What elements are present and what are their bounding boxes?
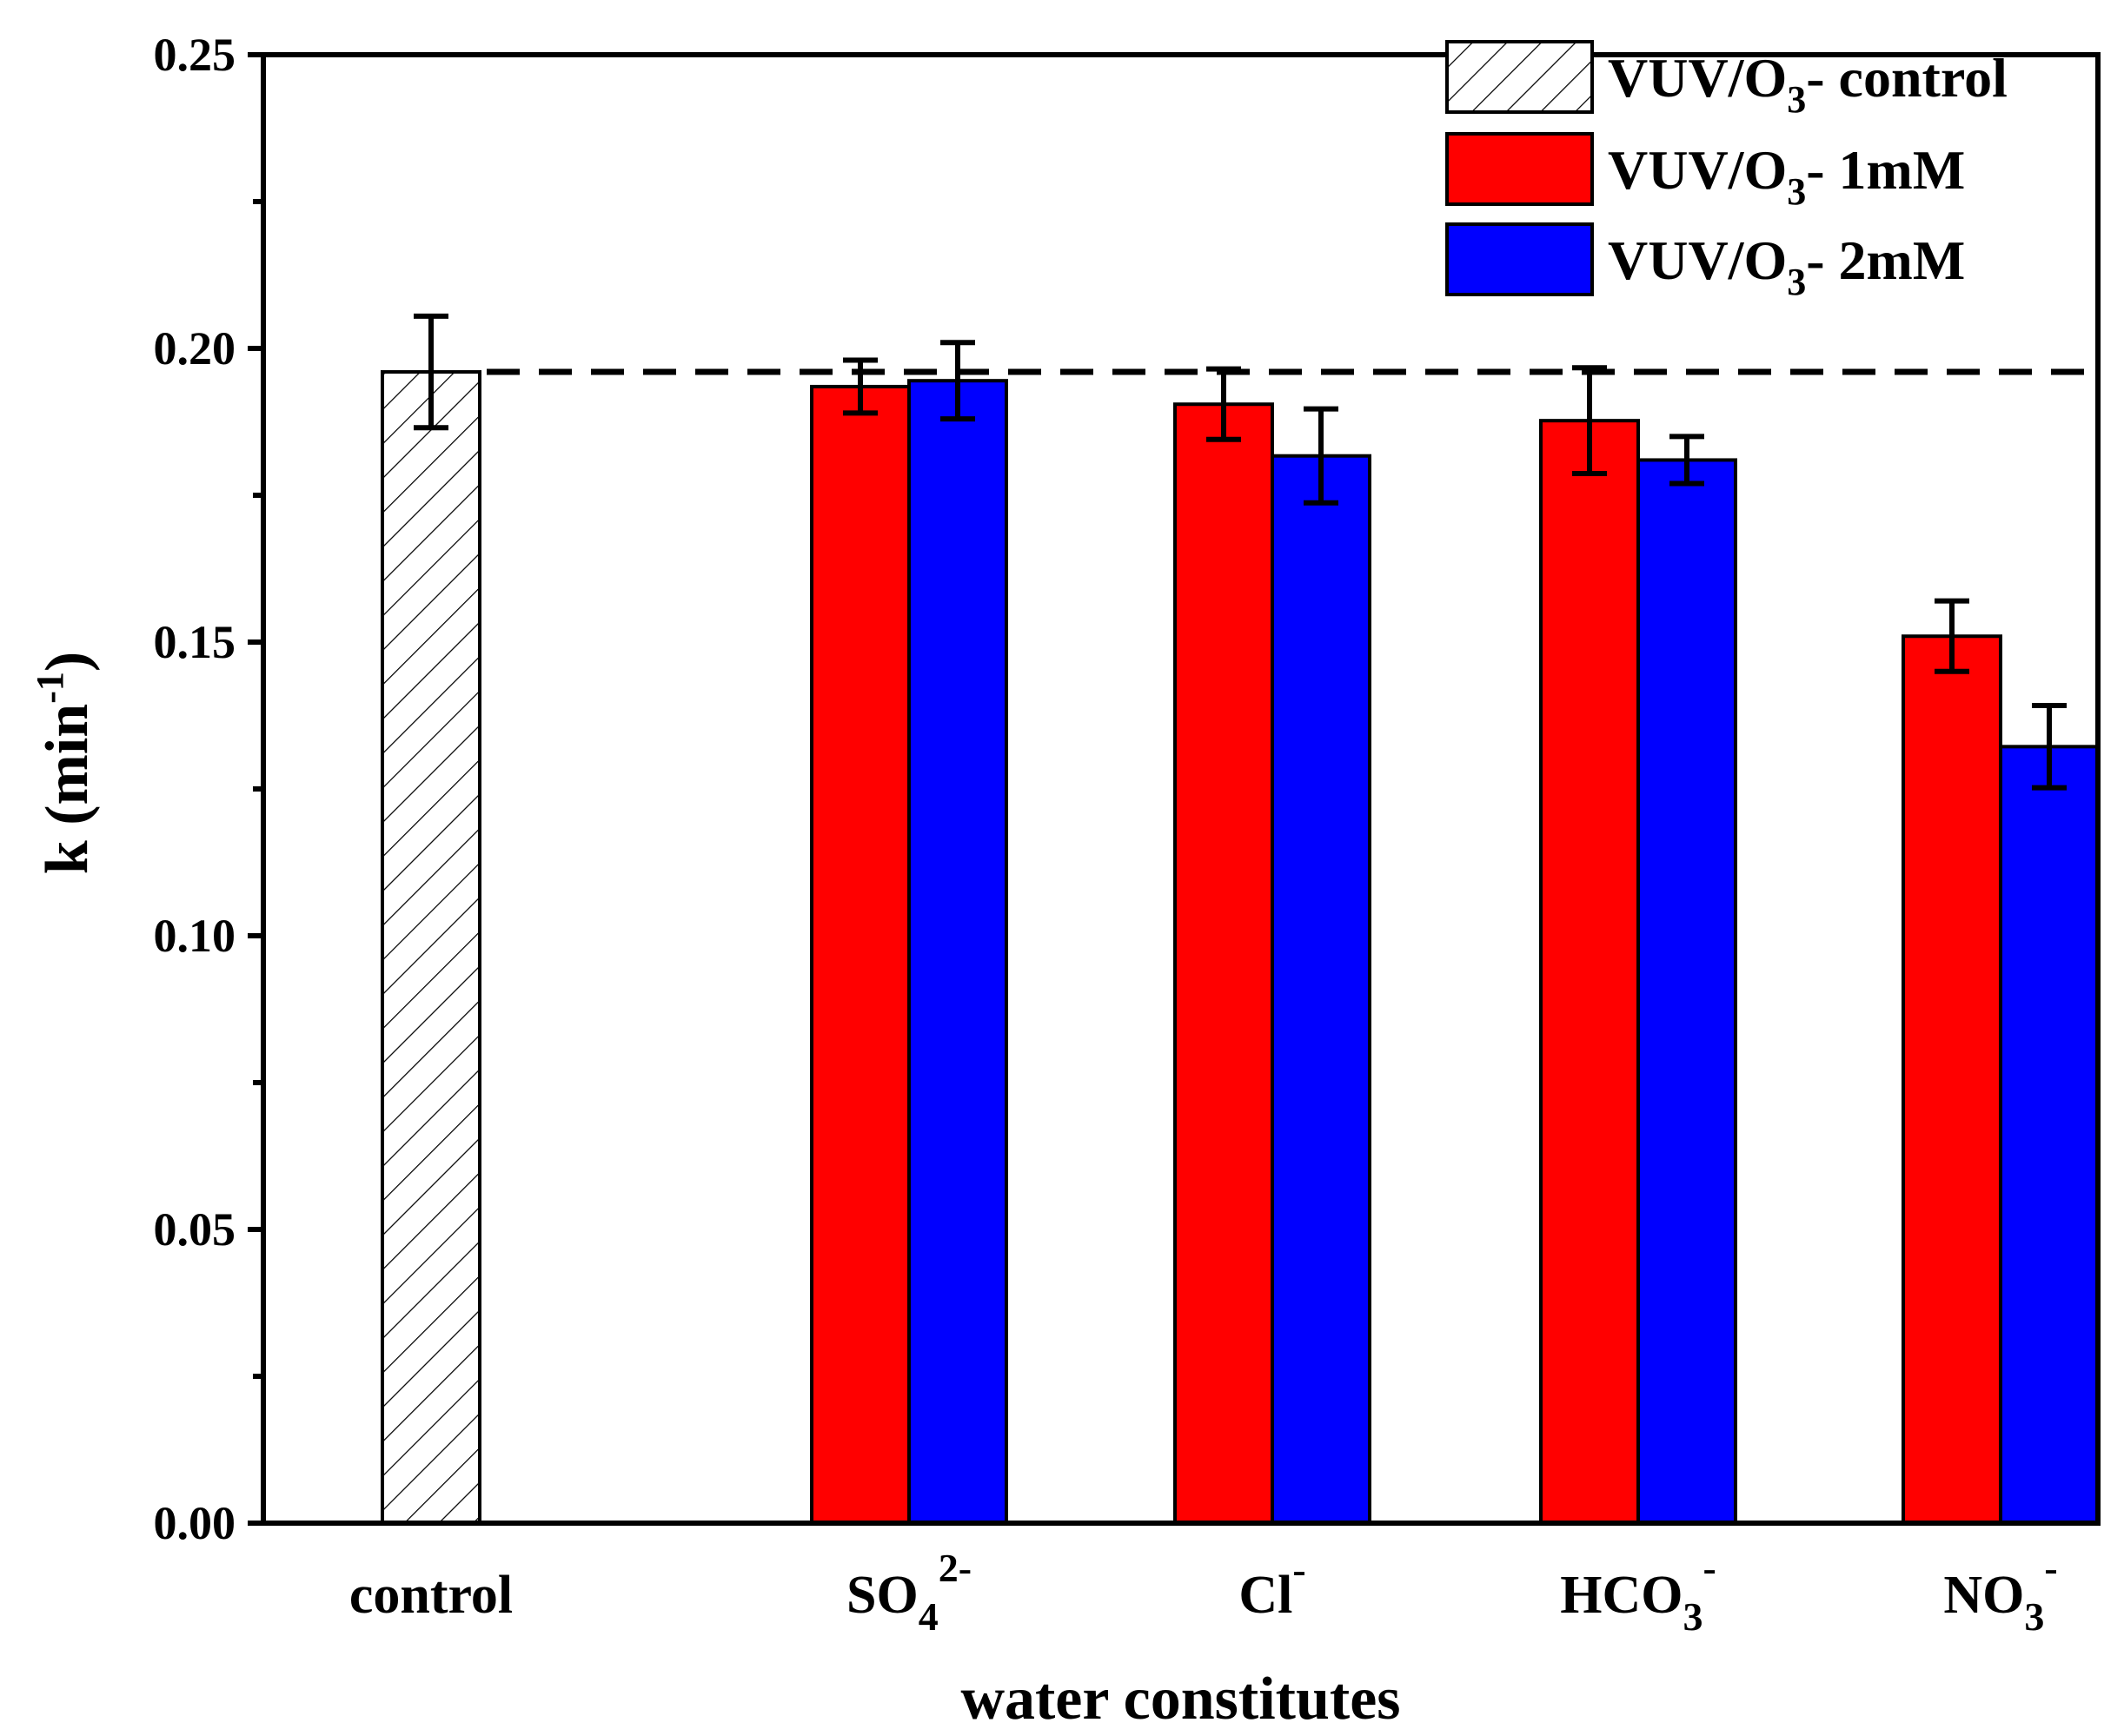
legend-label-pre: VUV/O xyxy=(1608,229,1787,291)
category-base-text: SO xyxy=(846,1566,919,1625)
bar-no3-series2 xyxy=(1999,745,2100,1525)
x-category-label-control: control xyxy=(349,1566,513,1625)
category-superscript: 2- xyxy=(939,1546,972,1590)
legend-label-subscript: 3 xyxy=(1787,78,1806,121)
bar-cl-series2 xyxy=(1271,454,1371,1525)
legend-label-post: - control xyxy=(1806,47,2008,109)
bar-so4-series2 xyxy=(907,379,1008,1525)
category-base-text: NO xyxy=(1943,1566,2024,1625)
y-tick-label: 0.00 xyxy=(154,1497,236,1549)
y-axis-title: k (min-1) xyxy=(29,652,101,874)
x-category-label-hco3: HCO3- xyxy=(1560,1546,1716,1639)
y-axis-title-main: k (min xyxy=(34,704,101,874)
legend-label-subscript: 3 xyxy=(1787,261,1806,303)
error-bars-layer xyxy=(414,313,2067,791)
bars-layer xyxy=(381,370,2100,1526)
x-category-label-no3: NO3- xyxy=(1943,1546,2057,1639)
legend-swatch-series1 xyxy=(1445,132,1594,206)
legend-label-post: - 2mM xyxy=(1806,229,1965,291)
x-axis-title: water constitutes xyxy=(960,1666,1400,1733)
bar-no3-series1 xyxy=(1902,634,2002,1525)
bar-hco3-series1 xyxy=(1539,419,1640,1526)
y-tick-label: 0.05 xyxy=(154,1203,236,1256)
bar-so4-series1 xyxy=(810,384,911,1526)
category-subscript: 3 xyxy=(1683,1594,1703,1639)
legend-label-post: - 1mM xyxy=(1806,139,1965,201)
legend-label-series0: VUV/O3- control xyxy=(1608,47,2008,121)
y-tick-label: 0.15 xyxy=(154,616,236,668)
x-axis-category-labels: control SO42- Cl- HCO3- NO3- xyxy=(349,1546,2058,1639)
legend-label-subscript: 3 xyxy=(1787,170,1806,213)
category-subscript: 4 xyxy=(919,1594,939,1639)
legend-label-series2: VUV/O3- 2mM xyxy=(1608,229,1965,303)
legend-label-pre: VUV/O xyxy=(1608,139,1787,201)
y-tick-label: 0.20 xyxy=(154,322,236,374)
category-subscript: 3 xyxy=(2024,1594,2044,1639)
bar-hco3-series2 xyxy=(1636,458,1737,1526)
y-axis-title-close: ) xyxy=(34,652,101,672)
x-category-label-cl: Cl- xyxy=(1238,1547,1305,1625)
y-axis-title-superscript: -1 xyxy=(29,672,71,704)
bar-cl-series1 xyxy=(1173,402,1274,1526)
category-base-text: Cl xyxy=(1238,1566,1292,1625)
legend-label-pre: VUV/O xyxy=(1608,47,1787,109)
y-tick-label: 0.25 xyxy=(154,29,236,81)
y-tick-label: 0.10 xyxy=(154,910,236,962)
x-category-label-so4: SO42- xyxy=(846,1546,972,1639)
y-axis-ticks: 0.00 0.05 0.10 0.15 0.20 0.25 xyxy=(154,29,263,1549)
legend-swatch-series2 xyxy=(1445,222,1594,296)
legend-label-series1: VUV/O3- 1mM xyxy=(1608,139,1965,213)
bar-control-series0 xyxy=(381,370,481,1525)
legend-swatch-series0 xyxy=(1445,40,1594,114)
category-superscript: - xyxy=(1703,1546,1716,1590)
category-superscript: - xyxy=(1292,1547,1305,1592)
category-base-text: HCO xyxy=(1560,1566,1683,1625)
category-base-text: control xyxy=(349,1566,513,1625)
category-superscript: - xyxy=(2044,1546,2057,1590)
